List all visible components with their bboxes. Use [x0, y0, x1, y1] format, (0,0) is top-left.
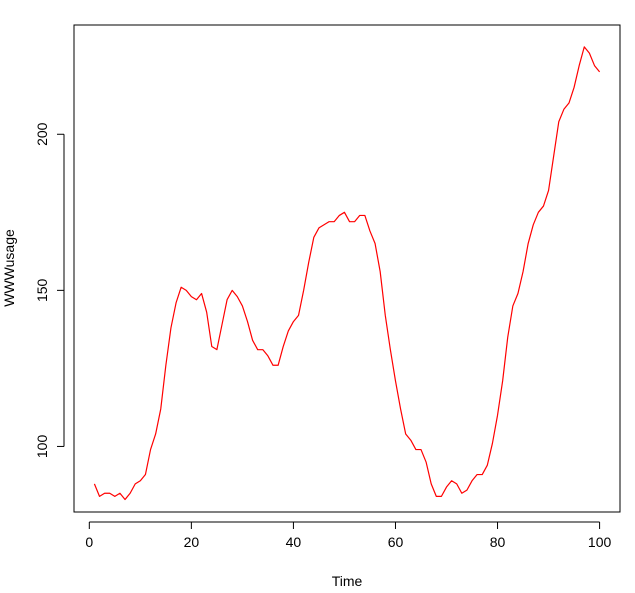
x-axis-title: Time	[332, 573, 363, 589]
y-tick-label: 150	[34, 278, 50, 302]
x-tick-label: 100	[588, 534, 612, 550]
x-tick-label: 20	[184, 534, 200, 550]
series-layer	[93, 46, 601, 501]
x-tick-label: 0	[85, 534, 93, 550]
series-line	[93, 46, 601, 501]
y-tick-label: 200	[34, 122, 50, 146]
x-tick-label: 60	[388, 534, 404, 550]
y-axis: 100 150 200	[34, 122, 65, 459]
y-tick-label: 100	[34, 435, 50, 459]
y-axis-title: WWWusage	[1, 229, 17, 307]
plot-frame	[73, 24, 621, 513]
x-axis: 0 20 40 60 80 100	[85, 521, 612, 550]
x-tick-label: 80	[490, 534, 506, 550]
x-tick-label: 40	[286, 534, 302, 550]
